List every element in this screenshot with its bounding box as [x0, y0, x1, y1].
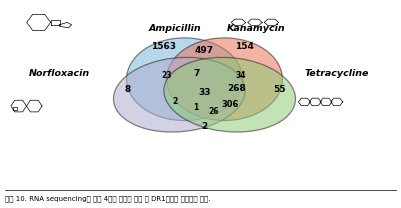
Text: Kanamycin: Kanamycin	[226, 24, 285, 33]
Text: 23: 23	[161, 71, 172, 80]
Text: 8: 8	[125, 85, 131, 94]
Text: 154: 154	[235, 42, 254, 51]
Text: 1: 1	[192, 103, 198, 112]
Text: 55: 55	[273, 85, 286, 94]
Ellipse shape	[164, 57, 296, 132]
Text: Ampicillin: Ampicillin	[148, 24, 201, 33]
Text: 306: 306	[222, 100, 239, 109]
Text: Norfloxacin: Norfloxacin	[29, 69, 90, 78]
Text: 그림 10. RNA sequencing을 통한 4가지 항생제 처리 시 DR1유전자 발현변화 비교.: 그림 10. RNA sequencing을 통한 4가지 항생제 처리 시 D…	[5, 196, 210, 202]
Text: 1563: 1563	[151, 42, 176, 51]
Ellipse shape	[127, 38, 243, 120]
Text: 2: 2	[173, 97, 178, 106]
Ellipse shape	[166, 38, 282, 120]
Text: Tetracycline: Tetracycline	[304, 69, 369, 78]
Text: 497: 497	[195, 46, 214, 55]
Ellipse shape	[113, 57, 245, 132]
Text: 33: 33	[198, 88, 211, 97]
Text: 26: 26	[209, 107, 219, 116]
Text: 268: 268	[227, 84, 246, 93]
Text: 7: 7	[193, 69, 200, 78]
Text: 34: 34	[236, 71, 247, 80]
Text: 2: 2	[201, 122, 208, 131]
